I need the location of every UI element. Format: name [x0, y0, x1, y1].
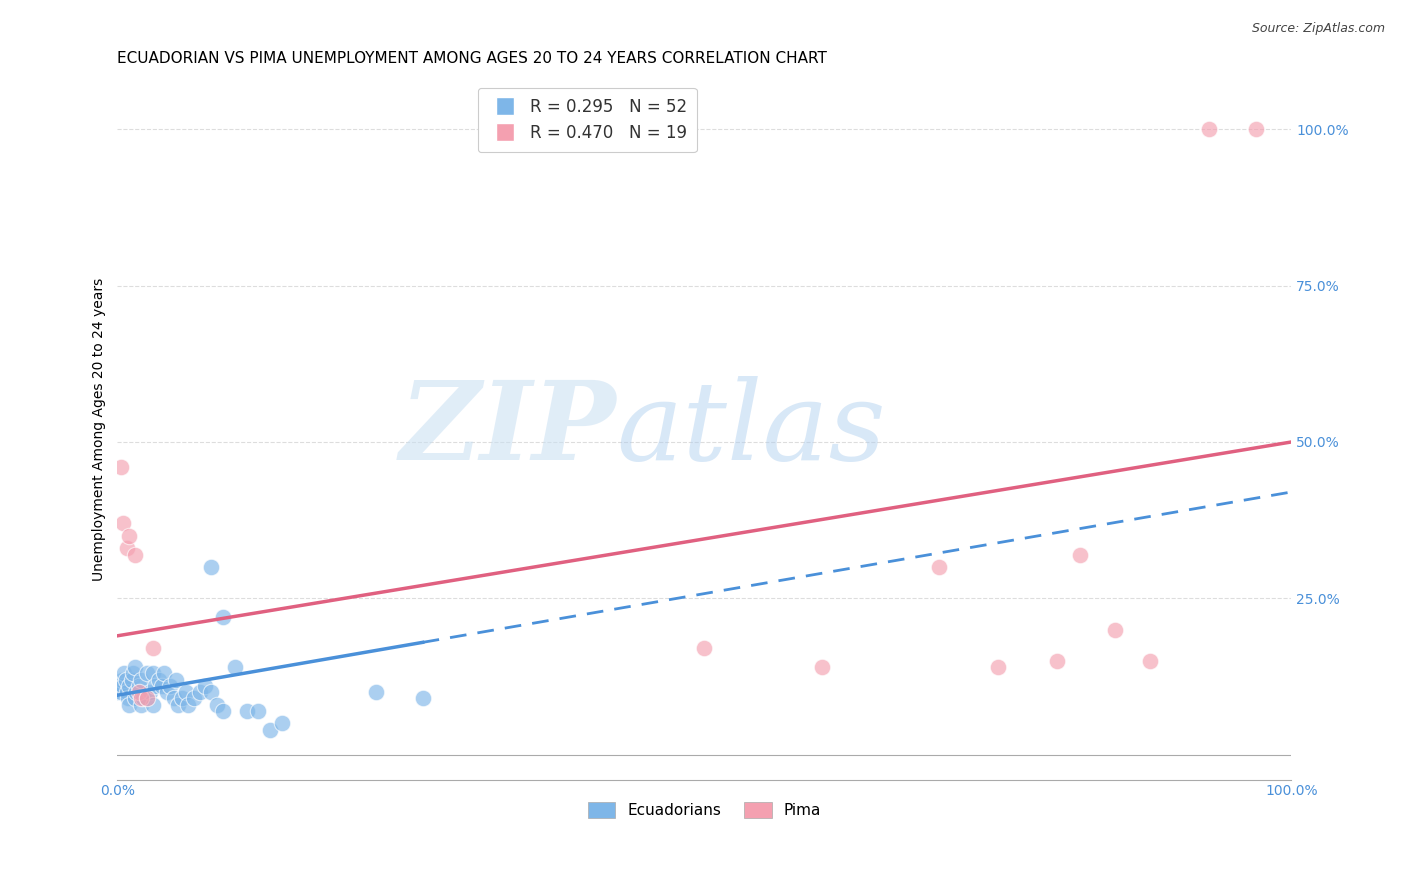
- Point: [118, 529, 141, 543]
- Point: [1139, 654, 1161, 668]
- Point: [1069, 548, 1091, 562]
- Point: [118, 698, 141, 712]
- Point: [183, 691, 205, 706]
- Point: [115, 541, 138, 556]
- Point: [142, 666, 165, 681]
- Point: [150, 679, 173, 693]
- Point: [135, 691, 157, 706]
- Point: [928, 560, 950, 574]
- Point: [156, 685, 179, 699]
- Point: [129, 691, 152, 706]
- Point: [167, 698, 190, 712]
- Text: atlas: atlas: [616, 376, 886, 483]
- Point: [115, 685, 138, 699]
- Point: [110, 460, 132, 475]
- Point: [212, 704, 235, 718]
- Point: [1045, 654, 1067, 668]
- Point: [1198, 122, 1220, 136]
- Point: [412, 691, 434, 706]
- Point: [235, 704, 257, 718]
- Point: [114, 673, 136, 687]
- Text: Source: ZipAtlas.com: Source: ZipAtlas.com: [1251, 22, 1385, 36]
- Point: [121, 666, 143, 681]
- Point: [247, 704, 270, 718]
- Point: [159, 679, 181, 693]
- Point: [107, 685, 129, 699]
- Point: [135, 691, 157, 706]
- Point: [110, 685, 132, 699]
- Point: [163, 691, 186, 706]
- Point: [129, 673, 152, 687]
- Point: [129, 698, 152, 712]
- Point: [142, 641, 165, 656]
- Point: [114, 666, 136, 681]
- Point: [124, 660, 146, 674]
- Point: [143, 679, 166, 693]
- Point: [170, 691, 193, 706]
- Point: [112, 516, 135, 531]
- Point: [121, 673, 143, 687]
- Point: [112, 679, 135, 693]
- Point: [693, 641, 716, 656]
- Point: [148, 673, 170, 687]
- Point: [128, 679, 150, 693]
- Point: [188, 685, 211, 699]
- Point: [194, 679, 217, 693]
- Point: [205, 698, 228, 712]
- Point: [200, 685, 222, 699]
- Point: [132, 691, 155, 706]
- Y-axis label: Unemployment Among Ages 20 to 24 years: Unemployment Among Ages 20 to 24 years: [93, 277, 107, 581]
- Point: [177, 698, 200, 712]
- Point: [224, 660, 246, 674]
- Text: ZIP: ZIP: [399, 376, 616, 483]
- Point: [128, 685, 150, 699]
- Point: [212, 610, 235, 624]
- Legend: Ecuadorians, Pima: Ecuadorians, Pima: [582, 797, 827, 824]
- Point: [810, 660, 832, 674]
- Point: [139, 685, 162, 699]
- Point: [270, 716, 292, 731]
- Point: [142, 698, 165, 712]
- Point: [364, 685, 387, 699]
- Point: [165, 673, 187, 687]
- Text: ECUADORIAN VS PIMA UNEMPLOYMENT AMONG AGES 20 TO 24 YEARS CORRELATION CHART: ECUADORIAN VS PIMA UNEMPLOYMENT AMONG AG…: [118, 51, 827, 66]
- Point: [108, 679, 131, 693]
- Point: [259, 723, 281, 737]
- Point: [1104, 623, 1126, 637]
- Point: [118, 679, 141, 693]
- Point: [124, 691, 146, 706]
- Point: [174, 685, 197, 699]
- Point: [153, 666, 176, 681]
- Point: [200, 560, 222, 574]
- Point: [125, 685, 148, 699]
- Point: [124, 548, 146, 562]
- Point: [987, 660, 1010, 674]
- Point: [117, 691, 139, 706]
- Point: [1244, 122, 1267, 136]
- Point: [111, 673, 134, 687]
- Point: [135, 666, 157, 681]
